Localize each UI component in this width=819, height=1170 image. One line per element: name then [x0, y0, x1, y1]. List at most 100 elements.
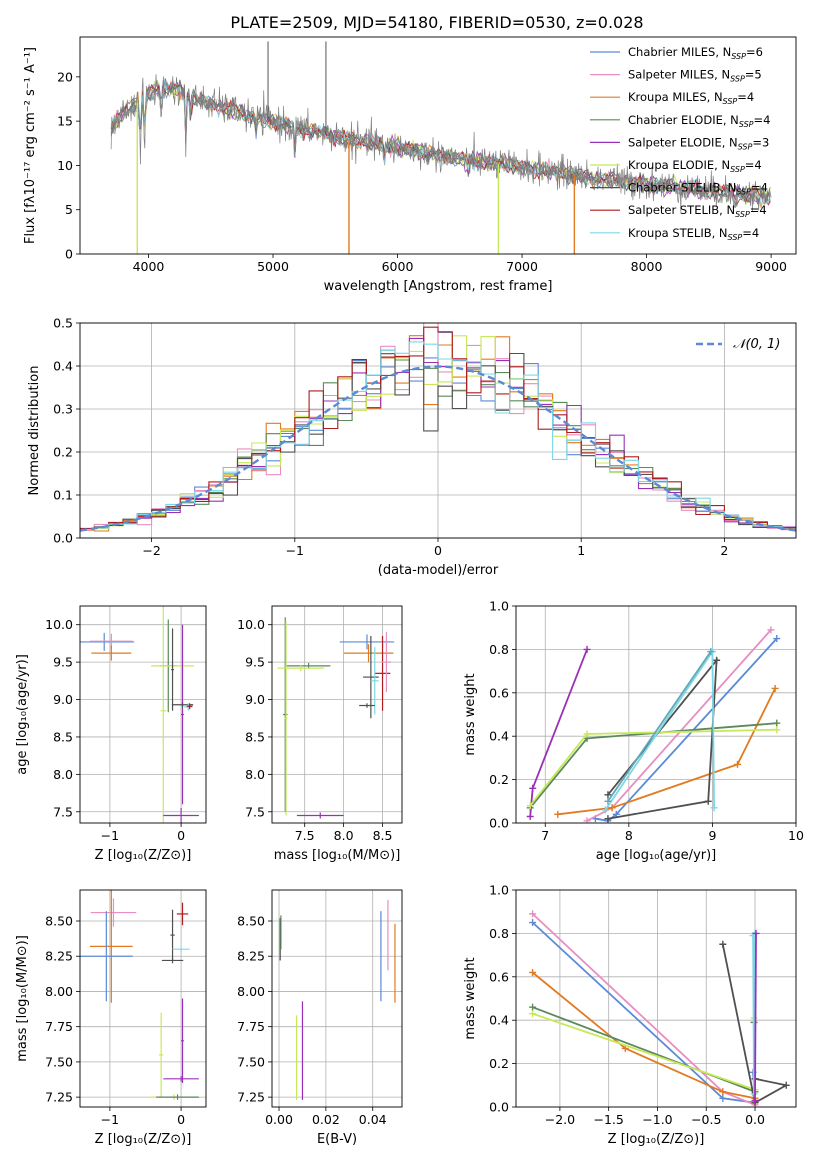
panel-mass_vs_ebv: 0.00 0.02 0.04 7.25 7.50 7.75 8.00 8.25 8.50 E(B-… [237, 889, 403, 1147]
plot-area [80, 323, 796, 532]
panel-weight_vs_age: 7 8 9 10 0.0 0.2 0.4 0.6 0.8 1.0 age [log₁₀(age/yr… [463, 599, 804, 864]
normal-reference-curve [80, 365, 796, 532]
legend-label: Salpeter ELODIE, NSSP=3 [628, 135, 769, 151]
y-tick-label: 10 [57, 158, 73, 173]
x-tick-label: −1 [286, 543, 304, 558]
weight-point-marker [719, 940, 727, 948]
axes-frame [79, 36, 797, 255]
weight-point-marker [583, 730, 591, 738]
legend: Chabrier MILES, NSSP=6 Salpeter MILES, NS… [590, 45, 770, 242]
panel-residual_histogram: −2 −1 0 1 2 0.0 0.1 0.2 0.3 0.4 0.5 (data-model)/er… [27, 316, 797, 578]
y-tick-label: 8.25 [237, 949, 265, 964]
y-tick-label: 0.0 [53, 531, 73, 546]
x-axis-label: E(B-V) [317, 1132, 357, 1147]
weight-point-marker [773, 726, 781, 734]
y-tick-label: 0.8 [489, 926, 509, 941]
axes-frame [271, 889, 403, 1108]
x-tick-label: 0.0 [745, 1112, 765, 1127]
weight-point-marker [583, 645, 591, 653]
weight-point-marker [752, 929, 760, 937]
y-tick-label: 0.2 [489, 1056, 509, 1071]
x-axis-label: mass [log₁₀(M/M⊙)] [274, 848, 401, 863]
plot-area [279, 899, 396, 1100]
x-axis-label: Z [log₁₀(Z/Z⊙)] [95, 848, 192, 863]
weight-point-marker [767, 626, 775, 634]
x-tick-label: 10 [788, 828, 804, 843]
x-tick-label: 0.04 [359, 1112, 387, 1127]
data-spectrum [110, 74, 772, 213]
weight-point-marker [529, 968, 537, 976]
y-axis-label: mass weight [463, 957, 478, 1039]
y-tick-label: 7.50 [45, 1054, 73, 1069]
legend-label: Salpeter STELIB, NSSP=4 [628, 203, 767, 219]
axes-frame [79, 605, 207, 824]
residual-histogram-series [80, 326, 796, 530]
x-tick-label: 1 [577, 543, 585, 558]
y-tick-label: 7.25 [237, 1090, 265, 1105]
legend-label: Salpeter MILES, NSSP=5 [628, 68, 762, 84]
weight-point-marker [608, 804, 616, 812]
y-tick-label: 8.25 [45, 949, 73, 964]
weight-point-marker [529, 1010, 537, 1018]
weight-point-marker [604, 797, 612, 805]
x-tick-label: 4000 [133, 259, 165, 274]
x-axis-label: Z [log₁₀(Z/Z⊙)] [95, 1132, 192, 1147]
legend-label: Kroupa STELIB, NSSP=4 [628, 226, 759, 242]
weight-point-marker [526, 812, 534, 820]
weight-series [721, 944, 789, 1105]
panel-spectrum: 4000 5000 6000 7000 8000 9000 0 5 10 15 20 waveleng… [23, 36, 797, 294]
axes-frame [515, 889, 797, 1108]
x-tick-label: 7.5 [295, 828, 315, 843]
weight-point-marker [751, 1096, 759, 1104]
axes: −1 0 7.5 8.0 8.5 9.0 9.5 10.0 Z [log₁₀(Z/Z⊙)] age… [15, 605, 207, 863]
y-tick-label: 8.50 [45, 914, 73, 929]
y-tick-label: 8.00 [45, 984, 73, 999]
axes: −2 −1 0 1 2 0.0 0.1 0.2 0.3 0.4 0.5 (data-model)/er… [27, 316, 797, 578]
plot-area [80, 606, 199, 823]
legend-label: Chabrier MILES, NSSP=6 [628, 45, 763, 61]
y-axis-label: mass weight [463, 673, 478, 755]
y-tick-label: 20 [57, 69, 73, 84]
x-tick-label: 7000 [506, 259, 538, 274]
y-tick-label: 0.0 [489, 816, 509, 831]
x-tick-label: 8.0 [334, 828, 354, 843]
x-tick-label: −1 [101, 828, 119, 843]
x-tick-label: −1.0 [642, 1112, 672, 1127]
x-tick-label: 0.00 [265, 1112, 293, 1127]
x-tick-label: −1 [101, 1112, 119, 1127]
y-tick-label: 0.2 [53, 445, 73, 460]
y-tick-label: 0.6 [489, 969, 509, 984]
weight-point-marker [529, 1003, 537, 1011]
y-axis-label: mass [log₁₀(M/M⊙)] [15, 935, 30, 1062]
residual-histogram-series [80, 335, 796, 531]
axes: 4000 5000 6000 7000 8000 9000 0 5 10 15 20 waveleng… [23, 36, 797, 294]
y-axis-label: age [log₁₀(age/yr)] [15, 654, 30, 775]
y-tick-label: 0.3 [53, 402, 73, 417]
weight-point-marker [529, 910, 537, 918]
y-axis-label: Flux [fλ10⁻¹⁷ erg cm⁻² s⁻¹ A⁻¹] [23, 47, 38, 244]
panel-age_vs_Z: −1 0 7.5 8.0 8.5 9.0 9.5 10.0 Z [log₁₀(Z/Z⊙)] age… [15, 605, 207, 863]
x-tick-label: 9000 [755, 259, 787, 274]
plot-area [526, 626, 781, 823]
axes-frame [79, 889, 207, 1108]
weight-point-marker [782, 1081, 790, 1089]
legend-label: Kroupa MILES, NSSP=4 [628, 90, 754, 106]
x-tick-label: 8000 [631, 259, 663, 274]
axes: −2.0 −1.5 −1.0 −0.5 0.0 0.0 0.2 0.4 0.6 0.8 1.0 Z [… [463, 883, 797, 1147]
legend-label: Kroupa ELODIE, NSSP=4 [628, 158, 762, 174]
y-tick-label: 9.5 [245, 655, 265, 670]
y-tick-label: 0.8 [489, 642, 509, 657]
x-tick-label: 8 [625, 828, 633, 843]
y-tick-label: 7.5 [245, 804, 265, 819]
weight-point-marker [529, 919, 537, 927]
weight-point-marker [733, 760, 741, 768]
y-tick-label: 8.00 [237, 984, 265, 999]
y-tick-label: 0.2 [489, 772, 509, 787]
y-tick-label: 9.0 [53, 692, 73, 707]
x-axis-label: age [log₁₀(age/yr)] [596, 848, 717, 863]
y-tick-label: 0 [65, 247, 73, 262]
y-tick-label: 7.75 [45, 1019, 73, 1034]
weight-series [532, 971, 756, 1100]
y-tick-label: 1.0 [489, 883, 509, 898]
